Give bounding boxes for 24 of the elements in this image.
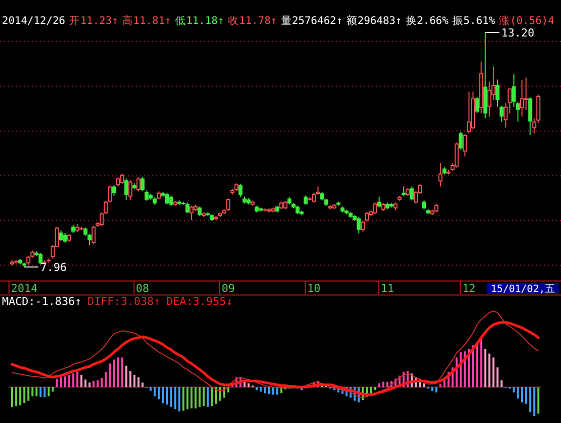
text: 额296483↑ [346,14,402,27]
annotation: 7.96 [40,261,67,274]
date-box: 15/01/02,五 [486,283,559,295]
text: 收11.78↑ [228,15,277,27]
text: 高11.81↑ [122,14,172,27]
x-tick-label: 10 [307,282,321,295]
text: 振5.61% [452,15,496,27]
x-tick-label: 09 [222,282,235,295]
note: 13.20 [484,26,534,40]
text: DIFF:3.038↑ [87,295,160,308]
text: 换2.66% [406,15,450,27]
text: 量2576462↑ [280,15,343,27]
text: DEA:3.955↓ [166,295,233,308]
text: 涨(0.56)4 [499,15,554,27]
annotation: 13.20 [501,26,534,40]
x-tick-label: 11 [380,282,394,295]
note: 7.96 [24,261,67,274]
text: 开11.23↑ [69,15,118,27]
text: 2014/12/26 [2,15,66,27]
x-tick-label: 08 [136,282,150,295]
x-tick-label: 12 [462,282,476,295]
text: 低11.18↑ [175,15,224,27]
x-tick-label: 2014 [10,282,38,295]
text: MACD:-1.836↑ [2,295,82,308]
